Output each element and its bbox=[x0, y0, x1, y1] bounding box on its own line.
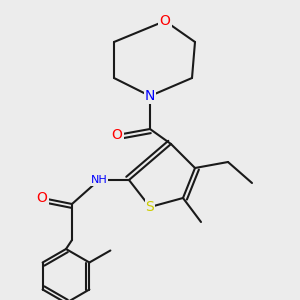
Text: O: O bbox=[112, 128, 122, 142]
Text: O: O bbox=[37, 191, 47, 205]
Text: NH: NH bbox=[91, 175, 107, 185]
Text: S: S bbox=[146, 200, 154, 214]
Text: O: O bbox=[160, 14, 170, 28]
Text: N: N bbox=[145, 89, 155, 103]
